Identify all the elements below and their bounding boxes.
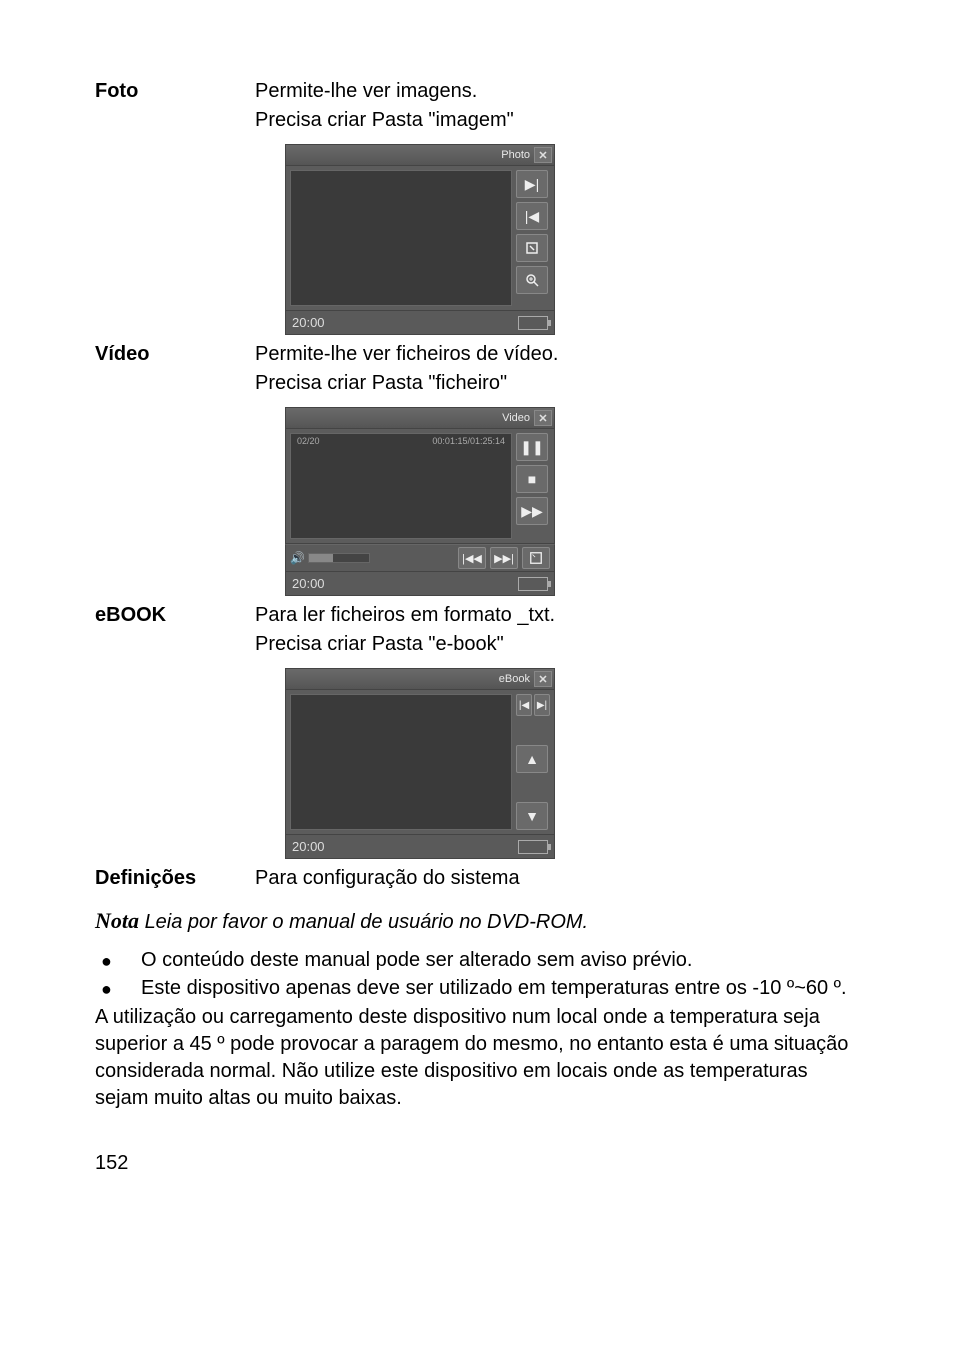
label-foto: Foto (95, 80, 255, 103)
ebook-view-area (290, 694, 512, 830)
video-counter: 02/20 (297, 436, 320, 446)
stop-icon: ■ (516, 465, 548, 493)
video-statusbar: 20:00 (285, 572, 555, 596)
bullet-list: ● O conteúdo deste manual pode ser alter… (95, 948, 859, 1002)
section-video: Vídeo Permite-lhe ver ficheiros de vídeo… (95, 343, 859, 401)
ebook-line2: Precisa criar Pasta "e-book" (255, 633, 859, 656)
video-body: 02/20 00:01:15/01:25:14 ❚❚ ■ ▶▶ (285, 429, 555, 544)
foto-title: Photo (501, 149, 530, 161)
close-icon: ✕ (534, 147, 552, 163)
battery-icon (518, 840, 548, 854)
video-line2: Precisa criar Pasta "ficheiro" (255, 372, 859, 395)
video-titlebar: Video ✕ (285, 407, 555, 429)
close-icon: ✕ (534, 410, 552, 426)
video-extra-row: 🔊 |◀◀ ▶▶| (285, 544, 555, 572)
foto-body: ▶| |◀ (285, 166, 555, 311)
section-definicoes: Definições Para configuração do sistema (95, 867, 859, 896)
desc-ebook: Para ler ficheiros em formato _txt. Prec… (255, 604, 859, 662)
label-ebook: eBOOK (95, 604, 255, 627)
manual-page: Foto Permite-lhe ver imagens. Precisa cr… (0, 0, 954, 1235)
close-icon: ✕ (534, 671, 552, 687)
play-prev-icon: |◀ (516, 202, 548, 230)
video-time: 20:00 (292, 576, 325, 591)
desc-video: Permite-lhe ver ficheiros de vídeo. Prec… (255, 343, 859, 401)
fast-forward-icon: ▶▶ (516, 497, 548, 525)
ebook-statusbar: 20:00 (285, 835, 555, 859)
desc-foto: Permite-lhe ver imagens. Precisa criar P… (255, 80, 859, 138)
video-view-area: 02/20 00:01:15/01:25:14 (290, 433, 512, 539)
section-ebook: eBOOK Para ler ficheiros em formato _txt… (95, 604, 859, 662)
foto-time: 20:00 (292, 315, 325, 330)
page-number: 152 (95, 1152, 859, 1175)
bullet-icon: ● (95, 948, 141, 974)
bullet-icon: ● (95, 976, 141, 1002)
ebook-time: 20:00 (292, 839, 325, 854)
ebook-titlebar: eBook ✕ (285, 668, 555, 690)
bullet-text-2: Este dispositivo apenas deve ser utiliza… (141, 976, 859, 1002)
desc-definicoes: Para configuração do sistema (255, 867, 859, 896)
label-video: Vídeo (95, 343, 255, 366)
list-item: ● Este dispositivo apenas deve ser utili… (95, 976, 859, 1002)
ebook-side-buttons: |◀ ▶| ▲ ▼ (516, 690, 554, 834)
definicoes-line1: Para configuração do sistema (255, 867, 859, 890)
page-right-icon: ▶| (534, 694, 550, 716)
scroll-down-icon: ▼ (516, 802, 548, 830)
screenshot-ebook: eBook ✕ |◀ ▶| ▲ ▼ 20:00 (285, 668, 859, 859)
video-side-buttons: ❚❚ ■ ▶▶ (516, 429, 554, 543)
note-label: Nota (95, 908, 139, 933)
play-next-icon: ▶| (516, 170, 548, 198)
foto-line1: Permite-lhe ver imagens. (255, 80, 859, 103)
battery-icon (518, 316, 548, 330)
rotate-icon (516, 234, 548, 262)
next-track-icon: ▶▶| (490, 547, 518, 569)
fullscreen-icon (522, 547, 550, 569)
ebook-top-row: |◀ ▶| (516, 694, 550, 716)
prev-track-icon: |◀◀ (458, 547, 486, 569)
video-title: Video (502, 412, 530, 424)
foto-side-buttons: ▶| |◀ (516, 166, 554, 310)
video-line1: Permite-lhe ver ficheiros de vídeo. (255, 343, 859, 366)
ebook-line1: Para ler ficheiros em formato _txt. (255, 604, 859, 627)
battery-icon (518, 577, 548, 591)
screenshot-video: Video ✕ 02/20 00:01:15/01:25:14 ❚❚ ■ ▶▶ … (285, 407, 859, 596)
video-timecode: 00:01:15/01:25:14 (432, 436, 505, 446)
foto-statusbar: 20:00 (285, 311, 555, 335)
body-paragraph: A utilização ou carregamento deste dispo… (95, 1004, 859, 1112)
page-left-icon: |◀ (516, 694, 532, 716)
list-item: ● O conteúdo deste manual pode ser alter… (95, 948, 859, 974)
volume-icon: 🔊 (290, 551, 304, 565)
note-line: Nota Leia por favor o manual de usuário … (95, 908, 859, 934)
section-foto: Foto Permite-lhe ver imagens. Precisa cr… (95, 80, 859, 138)
zoom-in-icon (516, 266, 548, 294)
ebook-body: |◀ ▶| ▲ ▼ (285, 690, 555, 835)
foto-view-area (290, 170, 512, 306)
screenshot-foto: Photo ✕ ▶| |◀ 20:00 (285, 144, 859, 335)
label-definicoes: Definições (95, 867, 255, 890)
bullet-text-1: O conteúdo deste manual pode ser alterad… (141, 948, 859, 974)
pause-icon: ❚❚ (516, 433, 548, 461)
ebook-title: eBook (499, 673, 530, 685)
volume-bar (308, 553, 370, 563)
scroll-up-icon: ▲ (516, 745, 548, 773)
foto-line2: Precisa criar Pasta "imagem" (255, 109, 859, 132)
note-text: Leia por favor o manual de usuário no DV… (145, 911, 589, 933)
foto-titlebar: Photo ✕ (285, 144, 555, 166)
